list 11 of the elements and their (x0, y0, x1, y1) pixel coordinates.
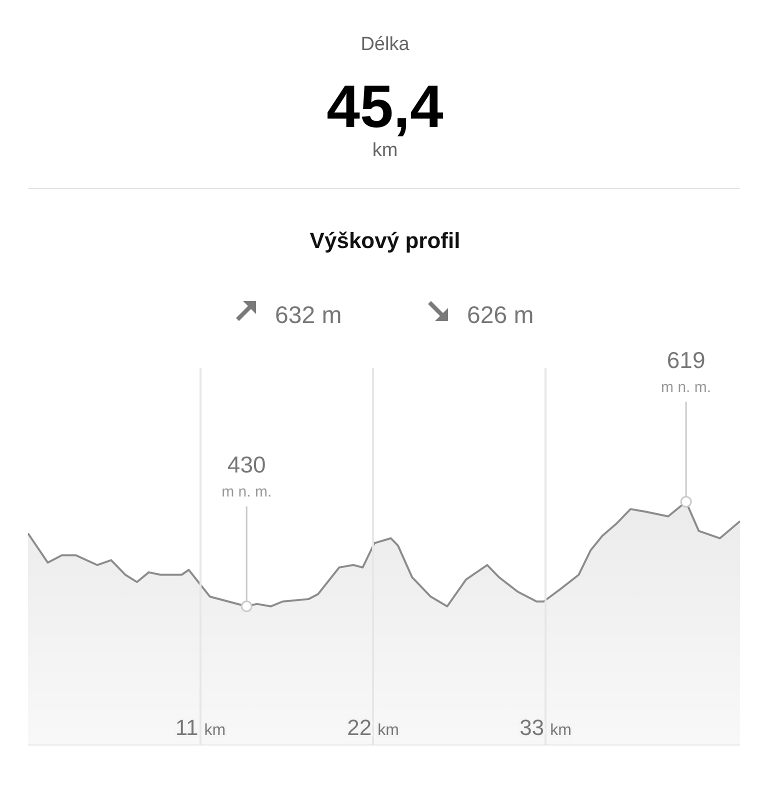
annotation: 430 m n. m. (222, 451, 272, 500)
text: 632 m (275, 302, 342, 330)
x-tick-label: 11 km (175, 715, 226, 740)
chart-title: Výškový profil (308, 228, 462, 254)
text: km (371, 140, 399, 162)
annotation: 619 m n. m. (661, 346, 712, 396)
text: 626 m (467, 302, 534, 330)
x-tick-label: 22 km (347, 715, 399, 740)
text: 45,4 (326, 72, 444, 141)
x-tick-label: 33 km (520, 715, 572, 740)
text: Délka (360, 34, 410, 56)
